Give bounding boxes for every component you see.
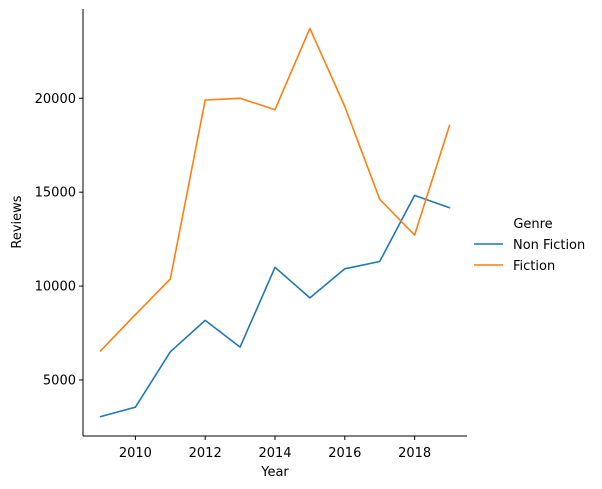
legend-title: Genre (513, 217, 552, 232)
legend-items: Non Fiction Fiction (474, 238, 585, 274)
legend-label-fiction: Fiction (513, 259, 555, 274)
x-tick-label: 2018 (398, 446, 431, 461)
y-axis-ticks: 5000 10000 15000 20000 (35, 92, 83, 388)
y-axis-title: Reviews (10, 195, 25, 248)
x-axis-ticks: 2010 2012 2014 2016 2018 (119, 436, 431, 461)
x-tick-label: 2014 (258, 446, 291, 461)
series-line-fiction (99, 27, 451, 352)
series-layer (99, 27, 451, 418)
x-tick-label: 2010 (119, 446, 152, 461)
plot-area: 2010 2012 2014 2016 2018 5000 10000 15000 20000 (35, 9, 467, 461)
legend: Genre Non Fiction Fiction (474, 217, 585, 274)
legend-label-non-fiction: Non Fiction (513, 238, 585, 253)
y-tick-label: 20000 (35, 92, 76, 107)
y-tick-label: 5000 (43, 373, 76, 388)
series-line-non-fiction (99, 194, 451, 418)
x-axis-title: Year (260, 465, 289, 480)
y-tick-label: 15000 (35, 186, 76, 201)
y-tick-label: 10000 (35, 280, 76, 295)
x-tick-label: 2016 (328, 446, 361, 461)
x-tick-label: 2012 (189, 446, 222, 461)
